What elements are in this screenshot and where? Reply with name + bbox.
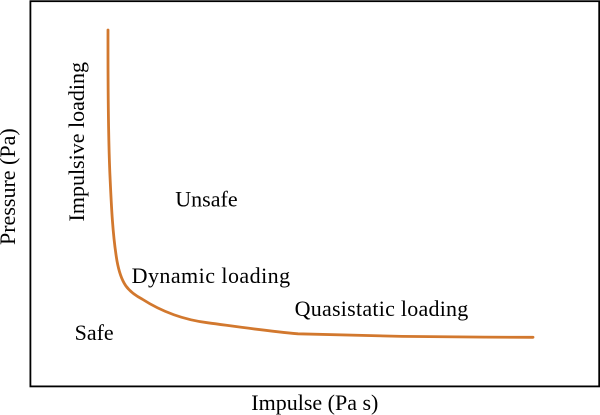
- svg-text:Impulse (Pa s): Impulse (Pa s): [251, 390, 378, 415]
- svg-text:Unsafe: Unsafe: [175, 186, 237, 211]
- svg-text:Dynamic loading: Dynamic loading: [132, 263, 291, 288]
- svg-text:Impulsive loading: Impulsive loading: [64, 62, 89, 221]
- svg-text:Safe: Safe: [75, 320, 114, 345]
- svg-text:Pressure (Pa): Pressure (Pa): [0, 128, 20, 245]
- svg-text:Quasistatic loading: Quasistatic loading: [295, 296, 469, 321]
